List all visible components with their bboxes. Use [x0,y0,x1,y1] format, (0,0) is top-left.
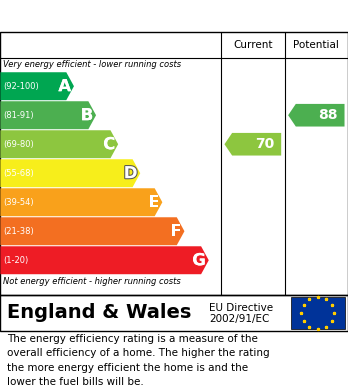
Polygon shape [0,101,96,129]
Text: 70: 70 [255,137,275,151]
Text: A: A [58,77,71,95]
Text: (21-38): (21-38) [3,227,33,236]
Text: Potential: Potential [293,40,339,50]
Text: The energy efficiency rating is a measure of the
overall efficiency of a home. T: The energy efficiency rating is a measur… [7,334,270,387]
Text: G: G [192,251,206,269]
Polygon shape [0,130,118,158]
Text: England & Wales: England & Wales [7,303,191,323]
Polygon shape [0,159,140,187]
Text: (1-20): (1-20) [3,256,28,265]
Text: C: C [103,135,116,153]
Polygon shape [288,104,345,127]
Text: (55-68): (55-68) [3,169,33,178]
Polygon shape [0,188,162,216]
Text: EU Directive: EU Directive [209,303,273,312]
Polygon shape [0,72,74,100]
Text: Current: Current [233,40,272,50]
Text: 2002/91/EC: 2002/91/EC [209,314,269,325]
Text: F: F [170,222,182,240]
Text: (81-91): (81-91) [3,111,33,120]
Text: B: B [81,106,93,124]
Text: (39-54): (39-54) [3,198,33,207]
Polygon shape [0,217,184,245]
Text: 88: 88 [318,108,338,122]
Text: Not energy efficient - higher running costs: Not energy efficient - higher running co… [3,276,181,285]
Text: (92-100): (92-100) [3,82,39,91]
Text: D: D [124,164,137,182]
Polygon shape [224,133,281,156]
Text: (69-80): (69-80) [3,140,33,149]
Bar [291,297,345,329]
Text: Energy Efficiency Rating: Energy Efficiency Rating [60,7,288,25]
Text: E: E [148,193,159,211]
Polygon shape [0,246,209,274]
Text: Very energy efficient - lower running costs: Very energy efficient - lower running co… [3,60,182,70]
